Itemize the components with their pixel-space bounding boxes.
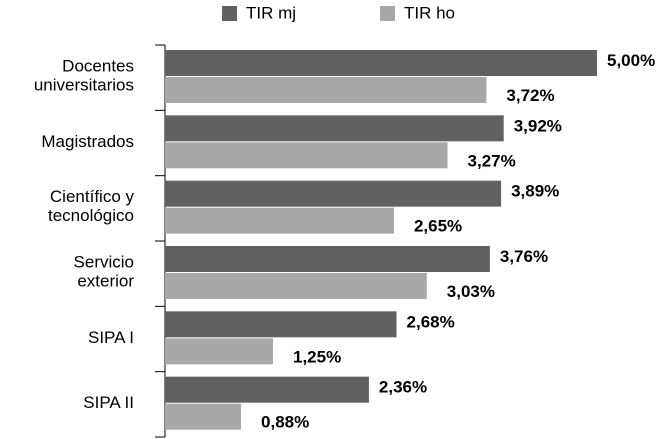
bar (165, 376, 369, 403)
value-label: 3,89% (511, 182, 559, 201)
value-label: 2,65% (414, 217, 462, 236)
value-label: 2,36% (379, 378, 427, 397)
value-label: 0,88% (261, 413, 309, 432)
bar (165, 50, 597, 76)
bar (165, 273, 427, 299)
value-label: 1,25% (293, 347, 341, 366)
category-label: Magistrados (41, 132, 134, 151)
category-label: Docentes universitarios (34, 57, 134, 95)
bar (165, 115, 504, 142)
category-label: SIPA II (83, 393, 134, 412)
legend-label: TIR mj (246, 3, 296, 22)
category-label: Servicio exterior (74, 253, 135, 291)
legend-label: TIR ho (404, 3, 455, 22)
value-label: 5,00% (607, 51, 655, 70)
category-label: SIPA I (88, 328, 134, 347)
value-label: 2,68% (407, 312, 455, 331)
bar (165, 246, 490, 272)
bar (165, 77, 487, 103)
bar (165, 403, 242, 430)
value-label: 3,03% (447, 282, 495, 301)
value-label: 3,92% (514, 116, 562, 135)
category-label: Científico y tecnológico (48, 188, 135, 226)
value-label: 3,27% (468, 151, 516, 170)
value-label: 3,76% (500, 247, 548, 266)
bar (165, 142, 448, 169)
bar (165, 338, 273, 365)
legend-swatch (222, 6, 237, 21)
bar (165, 207, 394, 234)
bar (165, 311, 397, 338)
legend-swatch (380, 6, 395, 21)
bar (165, 180, 502, 207)
value-label: 3,72% (506, 86, 554, 105)
